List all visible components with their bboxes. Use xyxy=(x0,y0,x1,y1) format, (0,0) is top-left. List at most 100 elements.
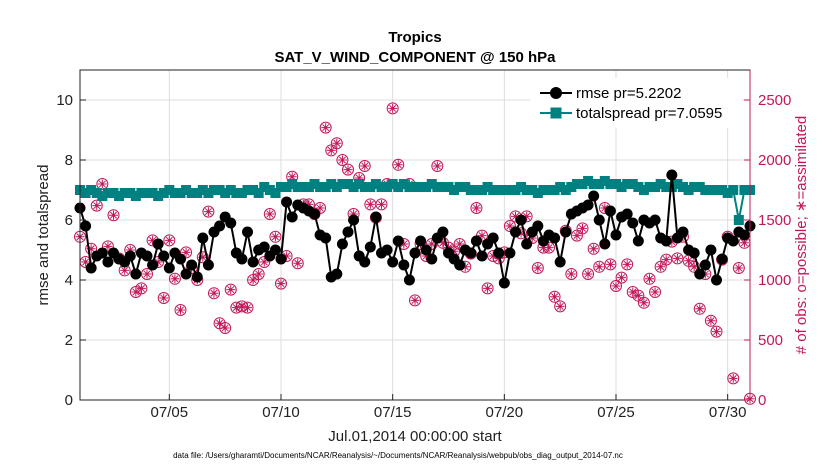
totalspread-point xyxy=(203,188,214,198)
obs-assimilated-marker xyxy=(706,316,716,326)
totalspread-point xyxy=(527,185,538,195)
obs-assimilated-marker xyxy=(578,223,587,233)
totalspread-point xyxy=(650,182,661,192)
totalspread-point xyxy=(711,185,722,195)
plot-series xyxy=(74,102,756,405)
totalspread-point xyxy=(477,185,487,195)
rmse-point xyxy=(191,271,203,283)
rmse-point xyxy=(359,256,371,268)
obs-assimilated-marker xyxy=(622,259,632,269)
obs-assimilated-marker xyxy=(153,257,163,267)
rmse-point xyxy=(532,220,544,232)
totalspread-point xyxy=(197,185,208,195)
rmse-point xyxy=(677,226,689,238)
obs-assimilated-marker xyxy=(739,238,749,248)
totalspread-point xyxy=(393,182,404,192)
totalspread-point xyxy=(521,185,532,195)
rmse-point xyxy=(275,253,287,265)
obs-assimilated-marker xyxy=(287,172,297,182)
rmse-point xyxy=(197,232,209,244)
obs-assimilated-marker xyxy=(248,275,258,285)
totalspread-point xyxy=(689,182,700,192)
obs-assimilated-marker xyxy=(109,210,118,220)
rmse-point xyxy=(130,268,142,280)
obs-assimilated-marker xyxy=(566,269,576,279)
obs-assimilated-marker xyxy=(237,301,247,311)
totalspread-point xyxy=(717,185,728,195)
rmse-point xyxy=(420,244,432,256)
totalspread-point xyxy=(108,188,119,198)
totalspread-point xyxy=(97,191,108,201)
obs-assimilated-marker xyxy=(203,207,213,217)
rmse-point xyxy=(236,253,248,265)
x-tick-label: 07/05 xyxy=(151,404,189,421)
obs-assimilated-marker xyxy=(728,373,738,383)
obs-assimilated-marker xyxy=(488,251,498,261)
totalspread-point xyxy=(264,185,275,195)
obs-assimilated-marker xyxy=(354,173,364,183)
totalspread-point xyxy=(538,185,549,195)
rmse-point xyxy=(286,211,298,223)
obs-assimilated-marker xyxy=(689,262,699,272)
rmse-point xyxy=(627,217,639,229)
rmse-point xyxy=(80,220,92,232)
x-tick-label: 07/30 xyxy=(709,404,747,421)
obs-possible-marker xyxy=(548,290,561,303)
rmse-point xyxy=(711,274,722,286)
rmse-point xyxy=(409,247,421,259)
obs-assimilated-marker xyxy=(103,241,113,251)
totalspread-point xyxy=(164,185,175,195)
totalspread-point xyxy=(437,182,448,192)
rmse-point xyxy=(476,250,488,262)
totalspread-point xyxy=(454,182,465,192)
rmse-point xyxy=(281,196,293,208)
obs-assimilated-marker xyxy=(220,323,230,333)
obs-possible-marker xyxy=(409,294,421,307)
obs-assimilated-marker xyxy=(343,165,353,175)
obs-assimilated-marker xyxy=(321,123,331,133)
obs-assimilated-marker xyxy=(483,283,493,293)
obs-assimilated-marker xyxy=(399,239,409,249)
totalspread-point xyxy=(136,188,147,198)
rmse-point xyxy=(465,247,477,259)
obs-possible-marker xyxy=(291,257,304,270)
obs-possible-marker xyxy=(688,260,701,273)
obs-assimilated-marker xyxy=(410,295,420,305)
obs-assimilated-marker xyxy=(672,253,682,263)
y-tick-label-right: 0 xyxy=(758,392,766,409)
obs-assimilated-marker xyxy=(471,203,481,213)
obs-assimilated-marker xyxy=(181,247,191,257)
obs-assimilated-marker xyxy=(589,244,599,254)
obs-assimilated-marker xyxy=(527,233,537,243)
obs-assimilated-marker xyxy=(667,237,677,247)
y-tick-label-right: 1500 xyxy=(758,212,791,229)
obs-assimilated-marker xyxy=(455,239,465,249)
totalspread-point xyxy=(404,182,415,192)
obs-assimilated-marker xyxy=(516,228,526,238)
rmse-point xyxy=(102,256,114,268)
obs-possible-marker xyxy=(671,252,684,265)
totalspread-point xyxy=(158,188,169,198)
totalspread-point xyxy=(387,179,398,189)
obs-assimilated-marker xyxy=(427,239,437,249)
obs-possible-marker xyxy=(531,262,544,274)
obs-assimilated-marker xyxy=(332,138,342,148)
rmse-point xyxy=(309,208,320,220)
obs-assimilated-marker xyxy=(617,273,627,283)
totalspread-point xyxy=(220,188,231,198)
totalspread-point xyxy=(270,188,281,198)
obs-possible-marker xyxy=(582,268,595,280)
rmse-point xyxy=(666,169,678,181)
obs-possible-marker xyxy=(610,280,622,292)
obs-assimilated-marker xyxy=(265,209,275,219)
obs-assimilated-marker xyxy=(198,252,208,262)
totalspread-point xyxy=(616,182,627,192)
obs-possible-marker xyxy=(263,208,276,220)
totalspread-point xyxy=(516,182,527,192)
totalspread-point xyxy=(482,182,493,192)
rmse-point xyxy=(705,244,717,256)
totalspread-point xyxy=(376,182,387,192)
obs-assimilated-marker xyxy=(304,199,314,209)
totalspread-point xyxy=(739,185,750,195)
totalspread-point xyxy=(292,182,303,192)
